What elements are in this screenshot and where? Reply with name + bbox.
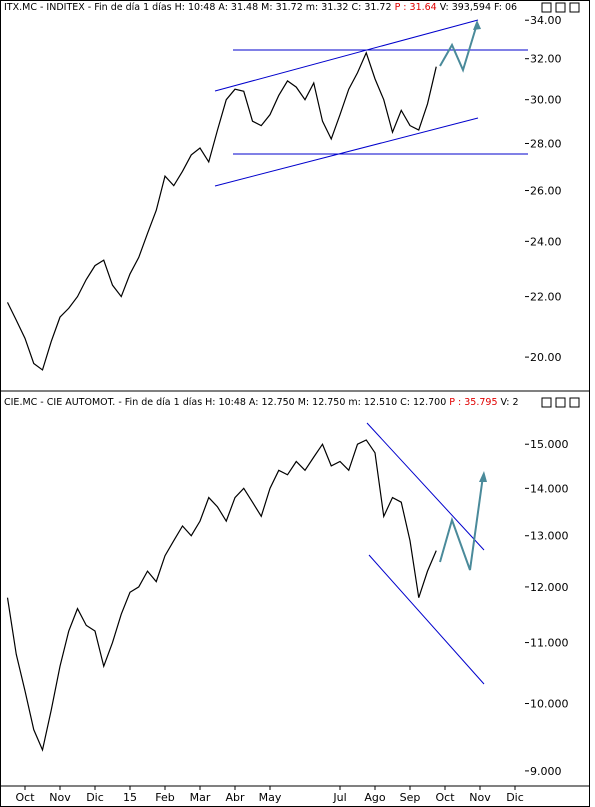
x-tick-label: Nov [49, 791, 71, 804]
button[interactable] [569, 2, 580, 13]
projection-arrows [439, 20, 487, 571]
y-tick-label: 20.00 [530, 351, 562, 364]
x-tick-label: Abr [225, 791, 245, 804]
button[interactable] [541, 2, 552, 13]
header-volume: V: 393,594 F: 06 [440, 2, 517, 13]
y-tick-label: 14.000 [530, 482, 569, 495]
projection-arrow [439, 23, 478, 73]
y-tick-label: 24.00 [530, 235, 562, 248]
panel-header: CIE.MC - CIE AUTOMOT. - Fin de día 1 día… [4, 397, 519, 408]
y-tick-label: 26.00 [530, 185, 562, 198]
trend-line [368, 554, 485, 685]
header-price: P : 35.795 [449, 397, 497, 408]
price-line [6, 51, 437, 371]
y-tick-label: 34.00 [530, 14, 562, 27]
y-tick-label: 12.000 [530, 581, 569, 594]
x-tick-label: Sep [400, 791, 421, 804]
x-tick-label: Ago [364, 791, 386, 804]
price-line [6, 439, 437, 752]
y-tick-label: 22.00 [530, 291, 562, 304]
x-tick-label: May [259, 791, 282, 804]
x-tick-label: Nov [469, 791, 491, 804]
panel-header: ITX.MC - INDITEX - Fin de día 1 días H: … [4, 2, 517, 13]
x-tick-label: Oct [435, 791, 455, 804]
header-title: CIE.MC - CIE AUTOMOT. - Fin de día 1 día… [4, 397, 446, 408]
projection-arrow [439, 475, 484, 571]
header-volume: V: 2 [501, 397, 519, 408]
button[interactable] [569, 397, 580, 408]
window-buttons [535, 1, 589, 409]
x-tick-label: Oct [15, 791, 35, 804]
y-tick-label: 32.00 [530, 53, 562, 66]
y-tick-label: 15.000 [530, 438, 569, 451]
x-tick-label: Dic [506, 791, 524, 804]
y-tick-label: 11.000 [530, 637, 569, 650]
header-title: ITX.MC - INDITEX - Fin de día 1 días H: … [4, 2, 392, 13]
button[interactable] [555, 397, 566, 408]
arrow-head [479, 471, 487, 482]
y-tick-label: 9.000 [530, 765, 562, 778]
trend-line [366, 422, 485, 551]
trend-line [214, 19, 479, 92]
header-price: P : 31.64 [395, 2, 437, 13]
button[interactable] [541, 397, 552, 408]
y-tick-label: 30.00 [530, 94, 562, 107]
arrow-head [473, 20, 481, 30]
x-tick-label: 15 [123, 791, 137, 804]
x-tick-label: Jul [332, 791, 346, 804]
x-tick-label: Feb [155, 791, 174, 804]
x-tick-label: Mar [190, 791, 211, 804]
y-tick-label: 13.000 [530, 530, 569, 543]
y-tick-label: 28.00 [530, 137, 562, 150]
button[interactable] [555, 2, 566, 13]
x-tick-label: Dic [86, 791, 104, 804]
trend-line [214, 117, 479, 187]
trend-lines [214, 19, 528, 685]
y-tick-label: 10.000 [530, 698, 569, 711]
